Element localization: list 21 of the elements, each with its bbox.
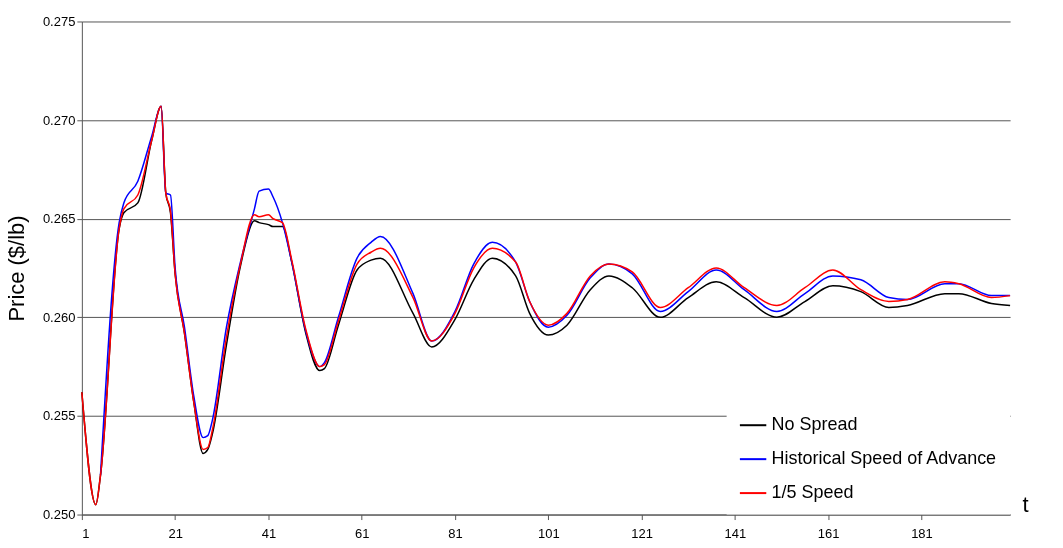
x-tick-label: 121	[631, 526, 653, 541]
x-tick-label: 1	[82, 526, 90, 541]
x-tick-label: 81	[448, 526, 463, 541]
x-tick-label: 141	[724, 526, 747, 541]
x-tick-label: 161	[817, 526, 840, 541]
x-tick-label: 21	[168, 526, 183, 541]
x-tick-label: 41	[261, 526, 277, 541]
x-tick-label: 181	[911, 526, 933, 541]
x-tick-label: 101	[537, 526, 560, 541]
y-tick-label: 0.250	[42, 507, 76, 523]
legend-label: No Spread	[771, 414, 858, 435]
legend-label: Historical Speed of Advance	[771, 448, 997, 469]
y-tick-label: 0.255	[42, 408, 76, 424]
legend-label: 1/5 Speed	[771, 482, 854, 503]
x-tick-label: 61	[355, 526, 370, 541]
y-axis-title: Price ($/lb)	[3, 215, 29, 322]
y-tick-label: 0.260	[42, 309, 76, 325]
y-tick-label: 0.270	[42, 112, 76, 128]
y-tick-label: 0.275	[42, 13, 76, 29]
y-tick-label: 0.265	[42, 211, 76, 227]
x-axis-title: t	[1022, 492, 1029, 518]
